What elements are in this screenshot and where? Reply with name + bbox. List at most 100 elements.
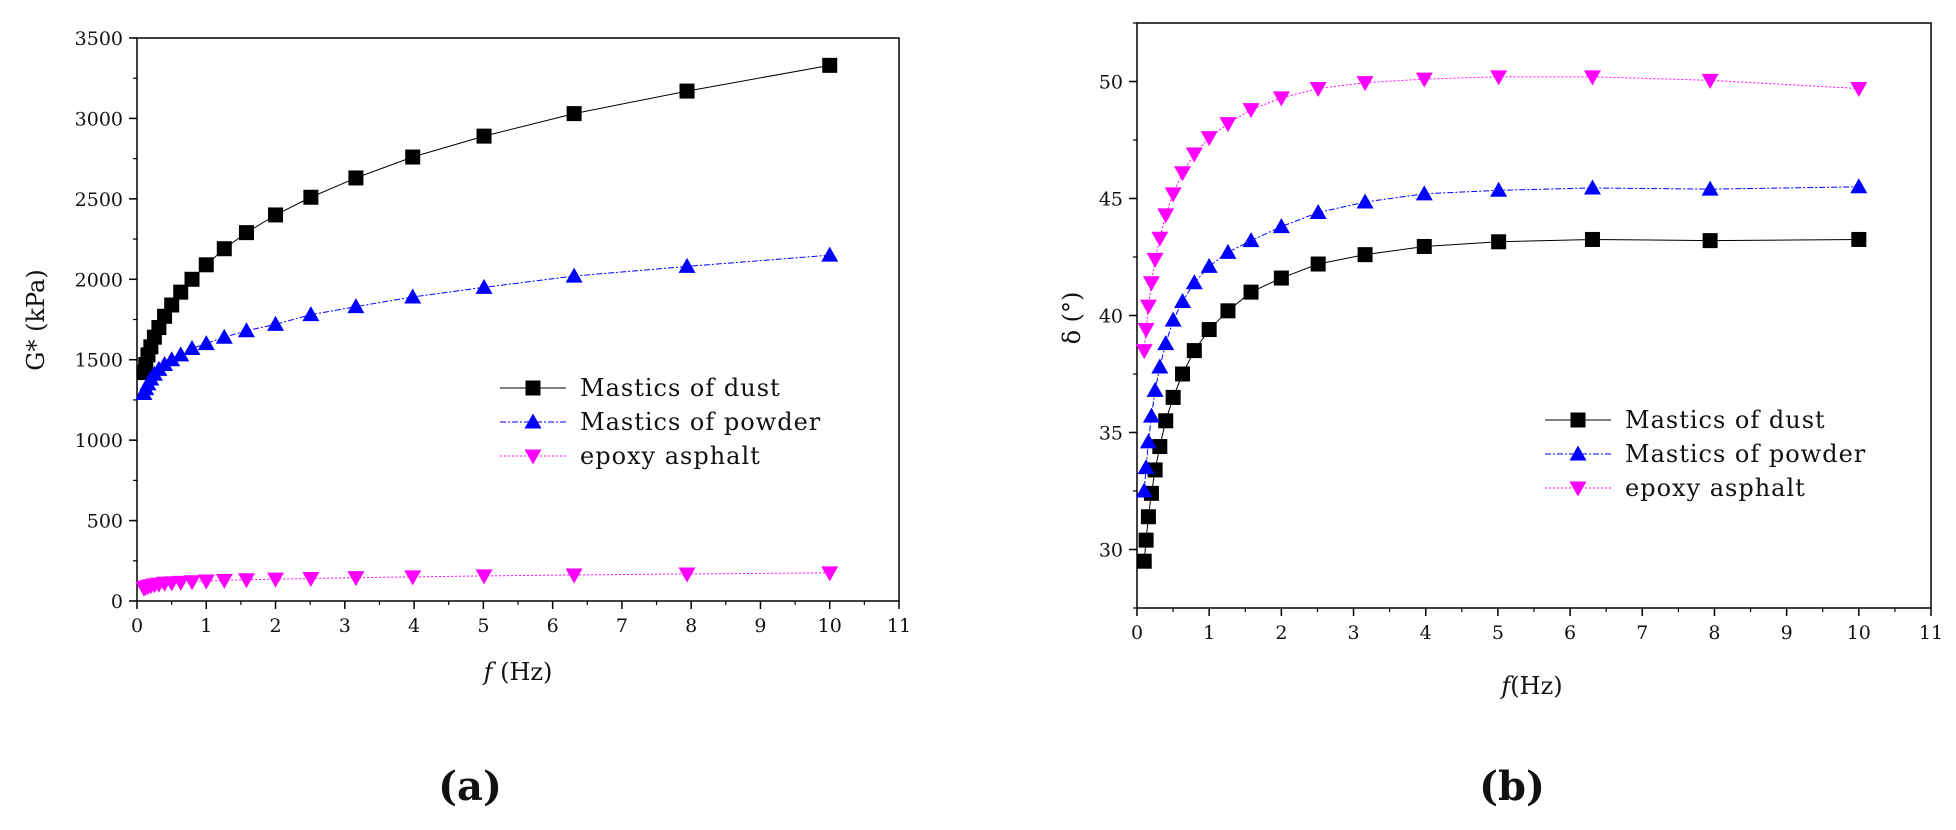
data-point bbox=[1242, 232, 1260, 248]
data-point bbox=[1151, 231, 1169, 247]
data-point bbox=[821, 246, 839, 262]
data-point bbox=[1490, 70, 1508, 86]
data-point bbox=[1415, 72, 1433, 88]
legend-label: epoxy asphalt bbox=[580, 442, 761, 470]
data-point bbox=[678, 567, 696, 583]
data-point bbox=[267, 572, 285, 588]
x-tick-label: 4 bbox=[1420, 622, 1432, 644]
y-ticks: 30 35 40 45 50 bbox=[1099, 22, 1137, 609]
data-point bbox=[404, 570, 422, 586]
data-point bbox=[1583, 70, 1601, 86]
data-point bbox=[1140, 509, 1156, 525]
data-point bbox=[1702, 233, 1718, 249]
data-point bbox=[1152, 439, 1168, 455]
legend-label: Mastics of powder bbox=[580, 408, 821, 436]
data-point bbox=[1701, 180, 1719, 196]
data-point bbox=[1186, 343, 1202, 359]
data-point bbox=[1174, 292, 1192, 308]
series-line bbox=[1143, 76, 1859, 351]
y-tick-label: 40 bbox=[1099, 306, 1123, 328]
data-point bbox=[1491, 234, 1507, 250]
data-point bbox=[183, 575, 201, 591]
series-line bbox=[1143, 186, 1859, 492]
series-mastics-of-dust bbox=[136, 57, 838, 381]
data-point bbox=[1165, 389, 1181, 405]
data-point bbox=[303, 189, 319, 205]
data-point bbox=[1490, 181, 1508, 197]
data-point bbox=[1272, 91, 1290, 107]
data-point bbox=[475, 569, 493, 585]
data-point bbox=[1164, 187, 1182, 203]
data-point bbox=[183, 339, 201, 355]
x-tick-label: 8 bbox=[1708, 622, 1720, 644]
series-mastics-of-powder bbox=[1135, 178, 1868, 498]
x-tick-label: 6 bbox=[547, 615, 559, 637]
data-point bbox=[1701, 73, 1719, 89]
data-point bbox=[215, 573, 233, 589]
data-point bbox=[822, 57, 838, 73]
plot-frame bbox=[1136, 22, 1932, 609]
data-point bbox=[1164, 311, 1182, 327]
data-point bbox=[566, 106, 582, 122]
data-point bbox=[237, 322, 255, 338]
legend-swatch-marker bbox=[525, 380, 541, 396]
data-point bbox=[1137, 323, 1155, 339]
data-point bbox=[302, 571, 320, 587]
x-tick-label: 2 bbox=[269, 615, 281, 637]
data-point bbox=[1583, 179, 1601, 195]
x-tick-label: 0 bbox=[131, 615, 143, 637]
series-mastics-of-powder bbox=[135, 246, 839, 400]
data-point bbox=[1146, 381, 1164, 397]
x-ticks: 0 1 2 3 4 5 6 7 8 9 10 11 bbox=[1131, 608, 1943, 644]
y-axis-label: δ (°) bbox=[1058, 292, 1086, 345]
data-point bbox=[1309, 82, 1327, 98]
data-point bbox=[678, 257, 696, 273]
x-tick-label: 11 bbox=[1919, 622, 1943, 644]
data-point bbox=[157, 308, 173, 324]
data-point bbox=[1185, 147, 1203, 163]
data-point bbox=[1850, 178, 1868, 194]
data-point bbox=[1220, 303, 1236, 319]
data-point bbox=[347, 298, 365, 314]
data-point bbox=[405, 149, 421, 165]
legend-label: epoxy asphalt bbox=[1625, 474, 1806, 502]
y-tick-label: 1000 bbox=[75, 430, 123, 452]
legend: Mastics of dust Mastics of powder epoxy as… bbox=[500, 374, 821, 470]
data-point bbox=[1135, 344, 1153, 360]
series-layer bbox=[135, 57, 839, 597]
data-point bbox=[197, 335, 215, 351]
legend-item: Mastics of dust bbox=[500, 374, 780, 402]
data-point bbox=[348, 170, 364, 186]
x-axis-label: f(Hz) bbox=[1499, 672, 1562, 700]
data-point bbox=[1273, 270, 1289, 286]
legend-item: Mastics of dust bbox=[1545, 406, 1826, 434]
data-point bbox=[151, 320, 167, 336]
data-point bbox=[1201, 322, 1217, 338]
legend-label: Mastics of dust bbox=[1625, 406, 1826, 434]
y-tick-label: 50 bbox=[1099, 72, 1123, 94]
data-point bbox=[1146, 252, 1164, 268]
data-point bbox=[679, 83, 695, 99]
data-point bbox=[1157, 208, 1175, 224]
data-point bbox=[216, 241, 232, 257]
data-point bbox=[1139, 299, 1157, 315]
data-point bbox=[404, 288, 422, 304]
data-point bbox=[1357, 247, 1373, 263]
x-tick-label: 1 bbox=[200, 615, 212, 637]
data-point bbox=[1850, 82, 1868, 98]
data-point bbox=[164, 297, 180, 313]
data-point bbox=[268, 207, 284, 223]
data-point bbox=[1219, 117, 1237, 133]
x-tick-label: 3 bbox=[339, 615, 351, 637]
x-tick-label: 5 bbox=[477, 615, 489, 637]
y-tick-label: 2000 bbox=[75, 269, 123, 291]
y-tick-label: 3000 bbox=[75, 108, 123, 130]
chart-panel-a: 0 1 2 3 4 5 6 7 8 9 10 11 0 500 1000 1500 2000 2500 3000 3… bbox=[22, 28, 911, 810]
data-point bbox=[156, 356, 174, 372]
data-point bbox=[1137, 459, 1155, 475]
legend-item: epoxy asphalt bbox=[1545, 474, 1806, 502]
data-point bbox=[565, 267, 583, 283]
legend-label: Mastics of powder bbox=[1625, 440, 1866, 468]
legend-swatch-marker bbox=[1570, 412, 1586, 428]
